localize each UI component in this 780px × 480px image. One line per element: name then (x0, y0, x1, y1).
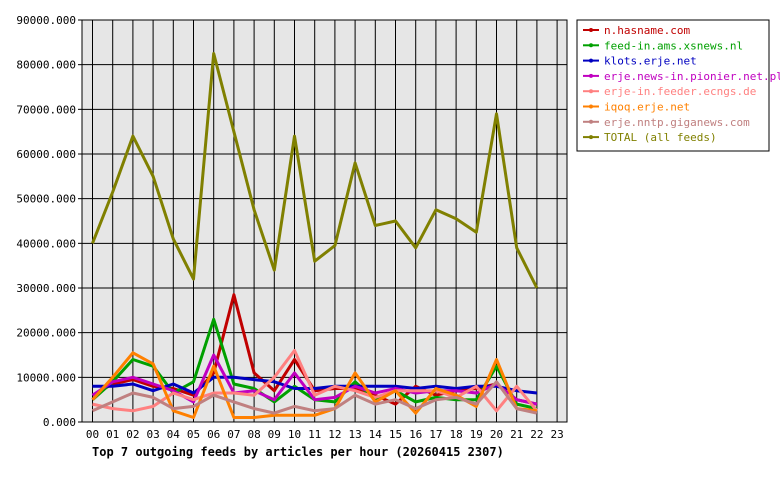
series-line (92, 375, 538, 395)
x-tick-label: 23 (550, 428, 563, 441)
x-tick-label: 03 (146, 428, 159, 441)
x-tick-label: 08 (247, 428, 260, 441)
legend-label: erje-in.feeder.ecngs.de (604, 85, 756, 98)
y-tick-label: 70000.000 (16, 103, 76, 116)
y-tick-label: 10000.000 (16, 371, 76, 384)
x-tick-label: 14 (369, 428, 383, 441)
series-line (91, 353, 538, 406)
x-tick-label: 10 (288, 428, 301, 441)
x-tick-label: 11 (308, 428, 321, 441)
y-tick-label: 80000.000 (16, 59, 76, 72)
x-tick-label: 12 (328, 428, 341, 441)
legend-marker (589, 73, 593, 78)
plot-frame (81, 19, 568, 423)
legend-label: klots.erje.net (604, 55, 697, 68)
legend-label: erje.nntp.giganews.com (604, 116, 750, 129)
x-tick-label: 04 (167, 428, 181, 441)
x-tick-label: 21 (510, 428, 523, 441)
x-tick-label: 09 (268, 428, 281, 441)
legend-label: iqoq.erje.net (604, 101, 690, 114)
x-tick-label: 13 (348, 428, 361, 441)
y-tick-label: 90000.000 (16, 14, 76, 27)
y-tick-label: 50000.000 (16, 193, 76, 206)
x-tick-label: 15 (389, 428, 402, 441)
x-tick-label: 00 (86, 428, 99, 441)
y-tick-label: 30000.000 (16, 282, 76, 295)
x-tick-label: 19 (470, 428, 483, 441)
legend-marker (589, 89, 593, 94)
legend-label: feed-in.ams.xsnews.nl (604, 39, 743, 52)
legend-marker (589, 119, 593, 124)
x-tick-label: 02 (126, 428, 139, 441)
legend-label: TOTAL (all feeds) (604, 131, 717, 144)
legend-marker (589, 28, 593, 32)
legend-marker (589, 104, 593, 109)
legend-marker (589, 58, 593, 63)
x-tick-label: 01 (106, 428, 119, 441)
series-line (91, 52, 539, 289)
x-tick-label: 07 (227, 428, 240, 441)
x-tick-label: 16 (409, 428, 422, 441)
x-tick-label: 05 (187, 428, 200, 441)
legend-label: erje.news-in.pionier.net.pl (604, 70, 780, 83)
y-tick-label: 0.000 (43, 416, 76, 429)
legend-marker (589, 43, 593, 48)
x-tick-label: 17 (429, 428, 442, 441)
series-line (91, 380, 538, 415)
y-tick-labels: 0.000 10000.000 20000.000 30000.000 40000.00… (16, 14, 82, 429)
y-tick-label: 20000.000 (16, 327, 76, 340)
legend: n.hasname.com feed-in.ams.xsnews.nl klots.… (576, 19, 780, 152)
legend-marker (589, 135, 593, 140)
x-tick-label: 22 (530, 428, 543, 441)
chart-title: Top 7 outgoing feeds by articles per hou… (92, 445, 504, 459)
legend-box (576, 19, 770, 152)
y-tick-label: 60000.000 (16, 148, 76, 161)
legend-label: n.hasname.com (604, 24, 690, 37)
x-tick-labels: 00 01 02 03 04 05 06 07 08 09 10 11 12 13 14 15 16 17 18 19… (86, 428, 564, 441)
plot-area (82, 20, 567, 422)
series-lines (91, 52, 539, 419)
y-tick-label: 40000.000 (16, 237, 76, 250)
x-tick-label: 06 (207, 428, 220, 441)
x-tick-label: 20 (490, 428, 503, 441)
x-tick-label: 18 (449, 428, 462, 441)
